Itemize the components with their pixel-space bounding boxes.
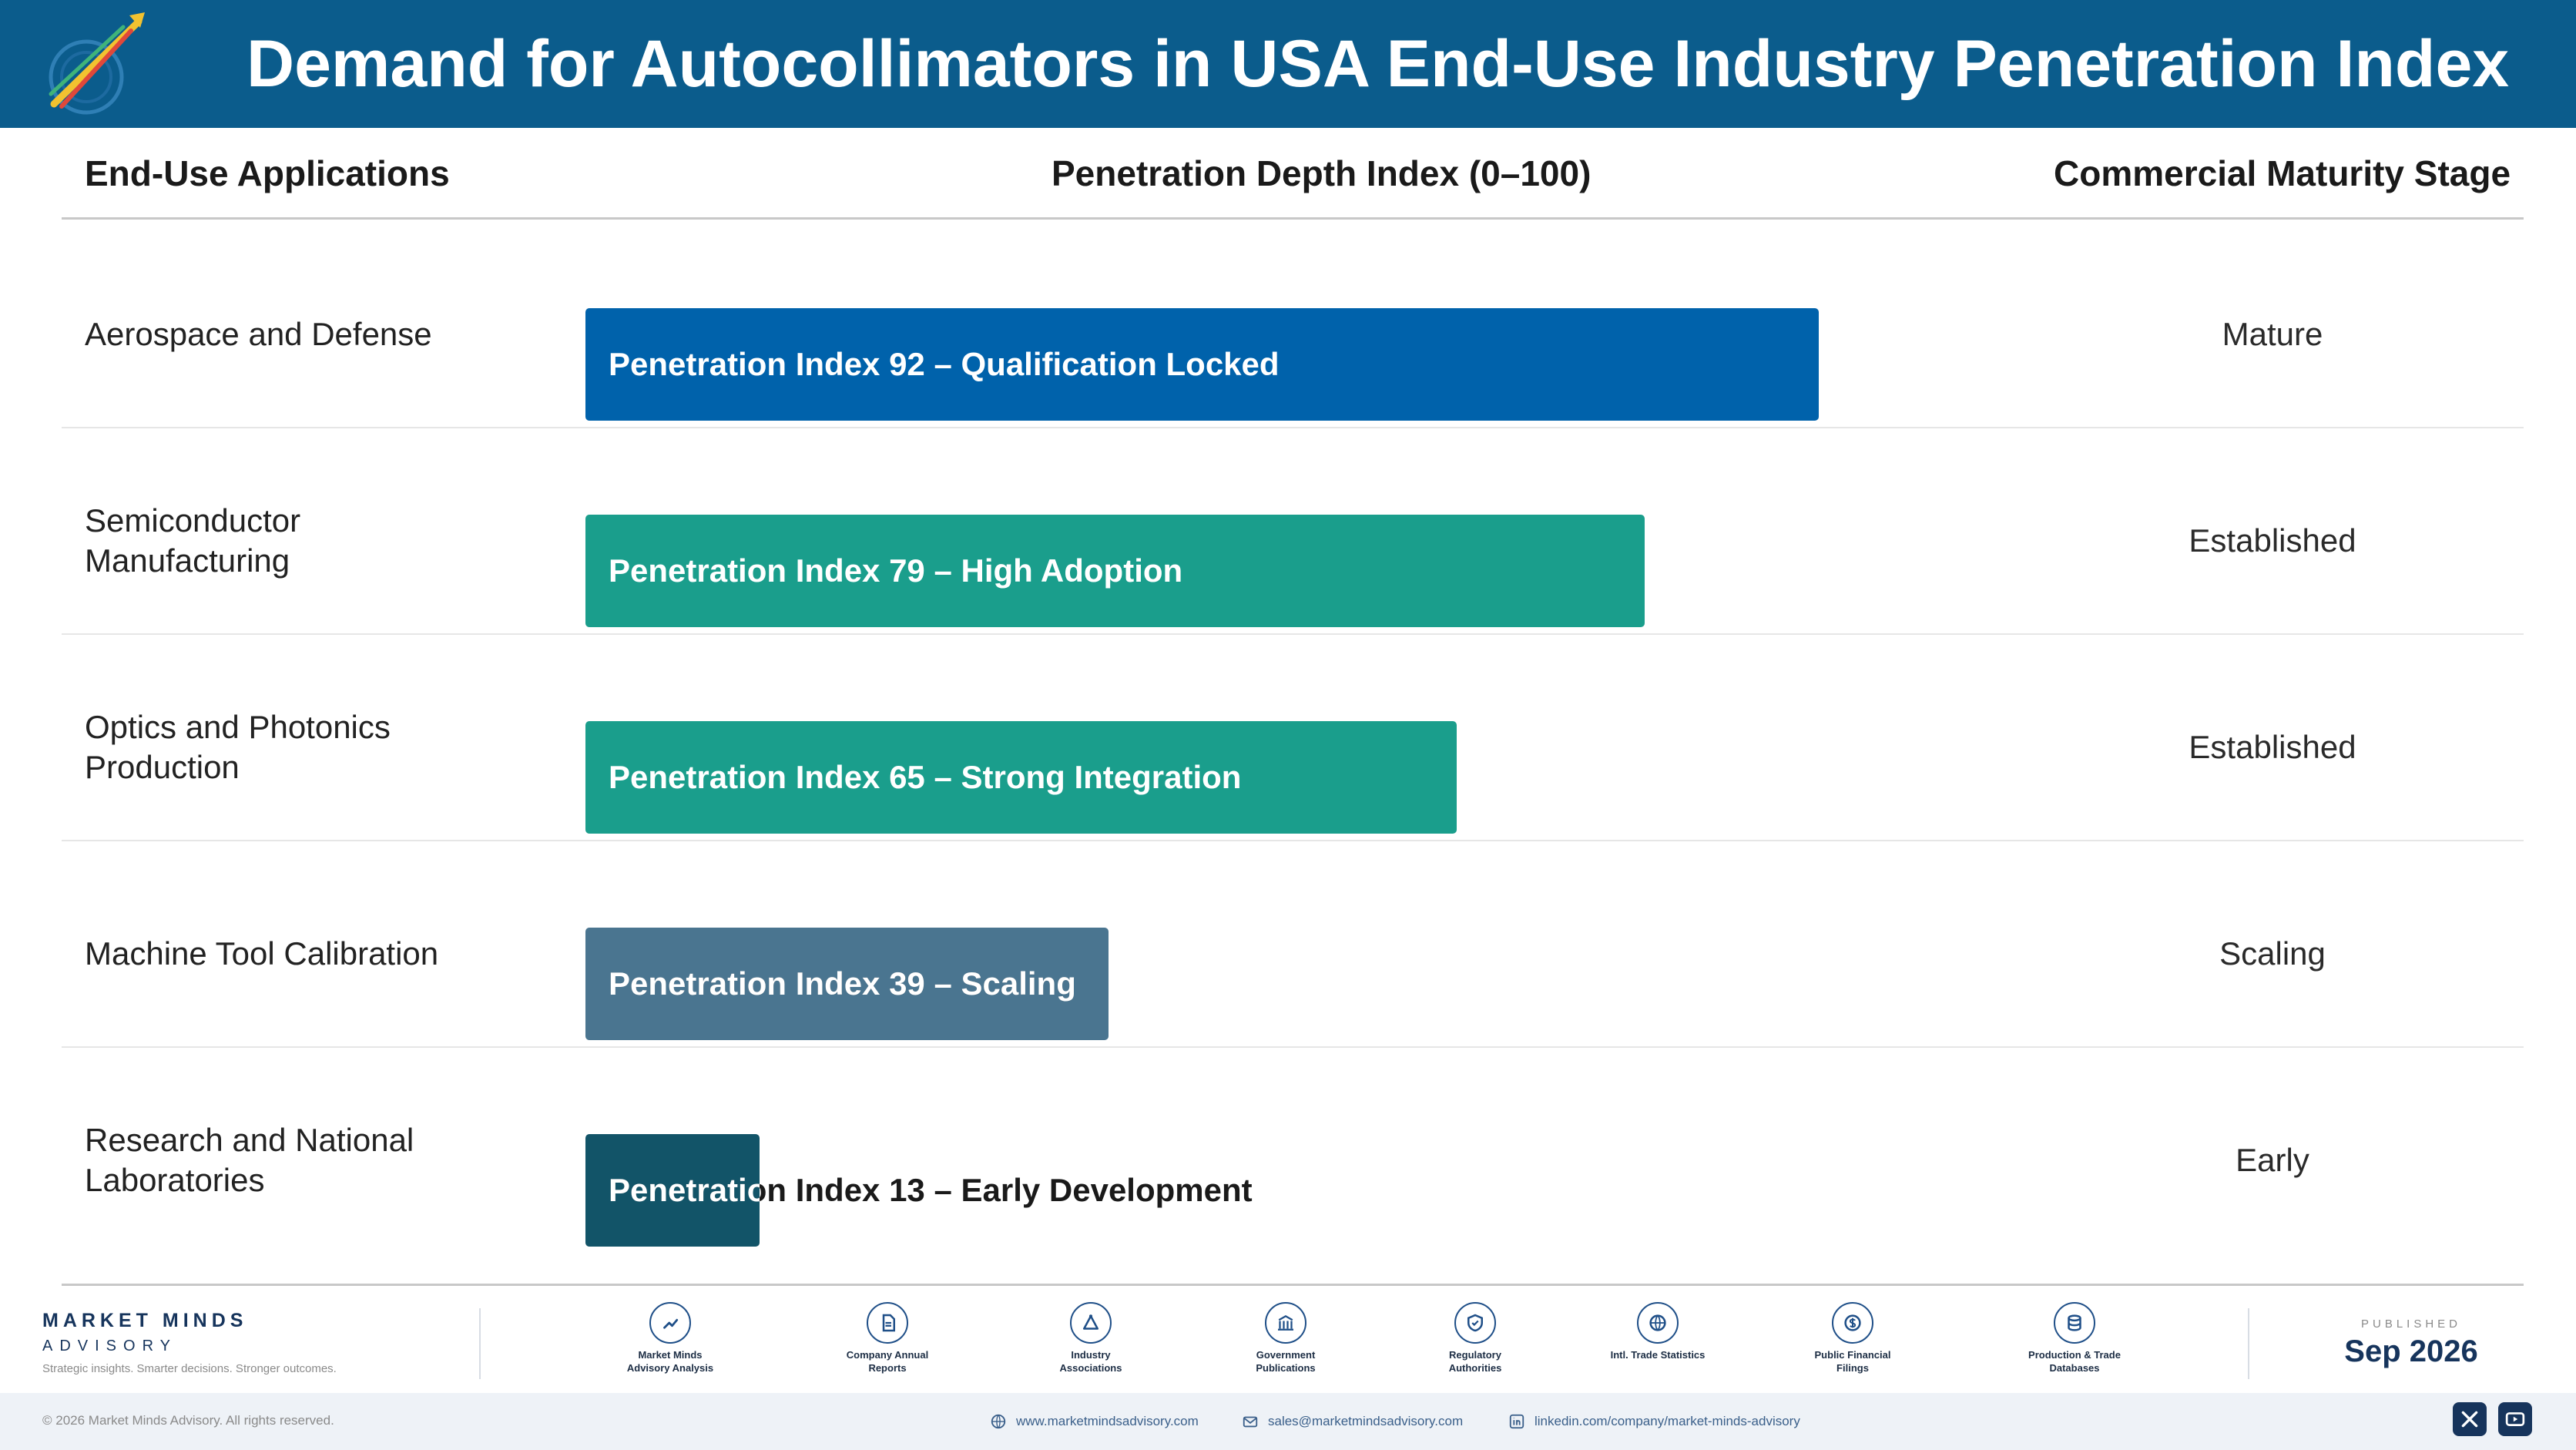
column-header-depth: Penetration Depth Index (0–100): [1052, 153, 1592, 193]
category-label: Machine Tool Calibration: [85, 935, 439, 972]
published-label: PUBLISHED: [2360, 1317, 2462, 1331]
column-header-stage: Commercial Maturity Stage: [2054, 153, 2511, 193]
header-divider: [62, 217, 2524, 220]
category-label: Semiconductor Manufacturing: [85, 502, 301, 579]
category-label: Optics and Photonics Production: [85, 709, 391, 785]
globe-icon: [991, 1414, 1006, 1429]
row-divider: [62, 427, 2524, 428]
chart-row: Aerospace and Defense Penetration Index 9…: [0, 231, 2576, 438]
row-divider: [62, 840, 2524, 841]
bar: [585, 308, 1819, 421]
page-title: Demand for Autocollimators in USA End-Us…: [247, 27, 2510, 101]
maturity-stage: Early: [2236, 1142, 2309, 1178]
category-label: Aerospace and Defense: [85, 316, 432, 352]
footer-band: [0, 1393, 2576, 1450]
footer-tagline: Strategic insights. Smarter decisions. S…: [42, 1362, 337, 1375]
youtube-social-button[interactable]: [2498, 1402, 2532, 1436]
chart-row: Optics and Photonics Production Penetrati…: [0, 644, 2576, 851]
network-icon: [1070, 1302, 1112, 1344]
source-label: Intl. Trade Statistics: [1610, 1349, 1706, 1361]
footer-brand-name: MARKET MINDS: [42, 1310, 248, 1331]
source-item: Production & Trade Databases: [1997, 1302, 2152, 1374]
bar-track: Penetration Index 92 – Qualification Loc…: [585, 231, 1926, 438]
maturity-stage: Established: [2189, 522, 2356, 559]
bar-label-inner: Penetration Index 13 – Early Development: [609, 1172, 760, 1208]
source-item: Intl. Trade Statistics: [1581, 1302, 1735, 1361]
source-label: Market Minds Advisory Analysis: [626, 1349, 714, 1374]
linkedin-text: linkedin.com/company/market-minds-adviso…: [1535, 1414, 1800, 1428]
category-label: Research and National Laboratories: [85, 1122, 414, 1198]
maturity-stage: Established: [2189, 729, 2356, 765]
bar-label-inner: Penetration Index 39 – Scaling: [609, 965, 1076, 1002]
bar-label: Penetration Index 65 – Strong Integratio…: [609, 759, 1242, 795]
database-icon: [2054, 1302, 2095, 1344]
website-text: www.marketmindsadvisory.com: [1016, 1414, 1199, 1428]
source-item: Company Annual Reports: [810, 1302, 964, 1374]
source-label: Industry Associations: [1059, 1349, 1122, 1374]
published-date: Sep 2026: [2344, 1334, 2478, 1368]
globe-icon: [1637, 1302, 1679, 1344]
website-link[interactable]: www.marketmindsadvisory.com: [990, 1413, 1199, 1430]
x-social-button[interactable]: [2453, 1402, 2487, 1436]
source-label: Public Financial Filings: [1814, 1349, 1891, 1374]
email-text: sales@marketmindsadvisory.com: [1268, 1414, 1464, 1428]
source-item: Government Publications: [1209, 1302, 1363, 1374]
bar-track: Penetration Index 13 – Early Development…: [585, 1057, 1926, 1264]
source-item: Public Financial Filings: [1776, 1302, 1930, 1374]
chart-icon: [649, 1302, 691, 1344]
video-icon: [2505, 1412, 2525, 1426]
footer-divider-right: [2248, 1308, 2249, 1379]
source-item: Industry Associations: [1014, 1302, 1168, 1374]
source-label: Production & Trade Databases: [2028, 1349, 2121, 1374]
row-divider: [62, 633, 2524, 635]
header-banner: Demand for Autocollimators in USA End-Us…: [0, 0, 2576, 128]
footer-divider-left: [479, 1308, 481, 1379]
bar-label-overlay: Penetration Index 39 – Scaling: [585, 928, 1109, 1040]
bar: [585, 515, 1645, 627]
linkedin-icon: [1509, 1414, 1524, 1429]
row-divider: [62, 1046, 2524, 1048]
column-header-application: End-Use Applications: [85, 153, 450, 193]
source-label: Government Publications: [1256, 1349, 1316, 1374]
bar-track: Penetration Index 39 – Scaling Penetratio…: [585, 851, 1926, 1057]
bar-label: Penetration Index 92 – Qualification Loc…: [609, 346, 1280, 382]
footer-brand-sub: ADVISORY: [42, 1338, 177, 1354]
bar: [585, 928, 1109, 1040]
chart-row: Research and National Laboratories Penetr…: [0, 1057, 2576, 1264]
building-icon: [1265, 1302, 1306, 1344]
bar-track: Penetration Index 79 – High Adoption: [585, 438, 1926, 644]
document-icon: [867, 1302, 908, 1344]
chart-bottom-divider: [62, 1284, 2524, 1286]
source-item: Market Minds Advisory Analysis: [593, 1302, 747, 1374]
mail-icon: [1243, 1416, 1258, 1428]
logo-icon: [49, 12, 145, 115]
bar-label: Penetration Index 39 – Scaling: [609, 965, 1076, 1002]
maturity-stage: Scaling: [2219, 935, 2326, 972]
bar-track: Penetration Index 65 – Strong Integratio…: [585, 644, 1926, 851]
maturity-stage: Mature: [2222, 316, 2323, 352]
shield-icon: [1454, 1302, 1496, 1344]
copyright: © 2026 Market Minds Advisory. All rights…: [42, 1413, 334, 1428]
bar-label-overlay: Penetration Index 13 – Early Development: [585, 1134, 760, 1247]
linkedin-link[interactable]: linkedin.com/company/market-minds-adviso…: [1508, 1413, 1800, 1430]
bar: [585, 1134, 760, 1247]
bar-label: Penetration Index 13 – Early Development: [609, 1172, 1253, 1208]
dollar-icon: [1832, 1302, 1873, 1344]
bar: [585, 721, 1457, 834]
source-item: Regulatory Authorities: [1398, 1302, 1552, 1374]
source-label: Company Annual Reports: [846, 1349, 929, 1374]
source-label: Regulatory Authorities: [1448, 1349, 1502, 1374]
chart-row: Semiconductor Manufacturing Penetration I…: [0, 438, 2576, 644]
x-icon: [2461, 1411, 2478, 1428]
bar-label: Penetration Index 79 – High Adoption: [609, 552, 1183, 589]
email-link[interactable]: sales@marketmindsadvisory.com: [1242, 1413, 1463, 1430]
chart-row: Machine Tool Calibration Penetration Inde…: [0, 851, 2576, 1057]
